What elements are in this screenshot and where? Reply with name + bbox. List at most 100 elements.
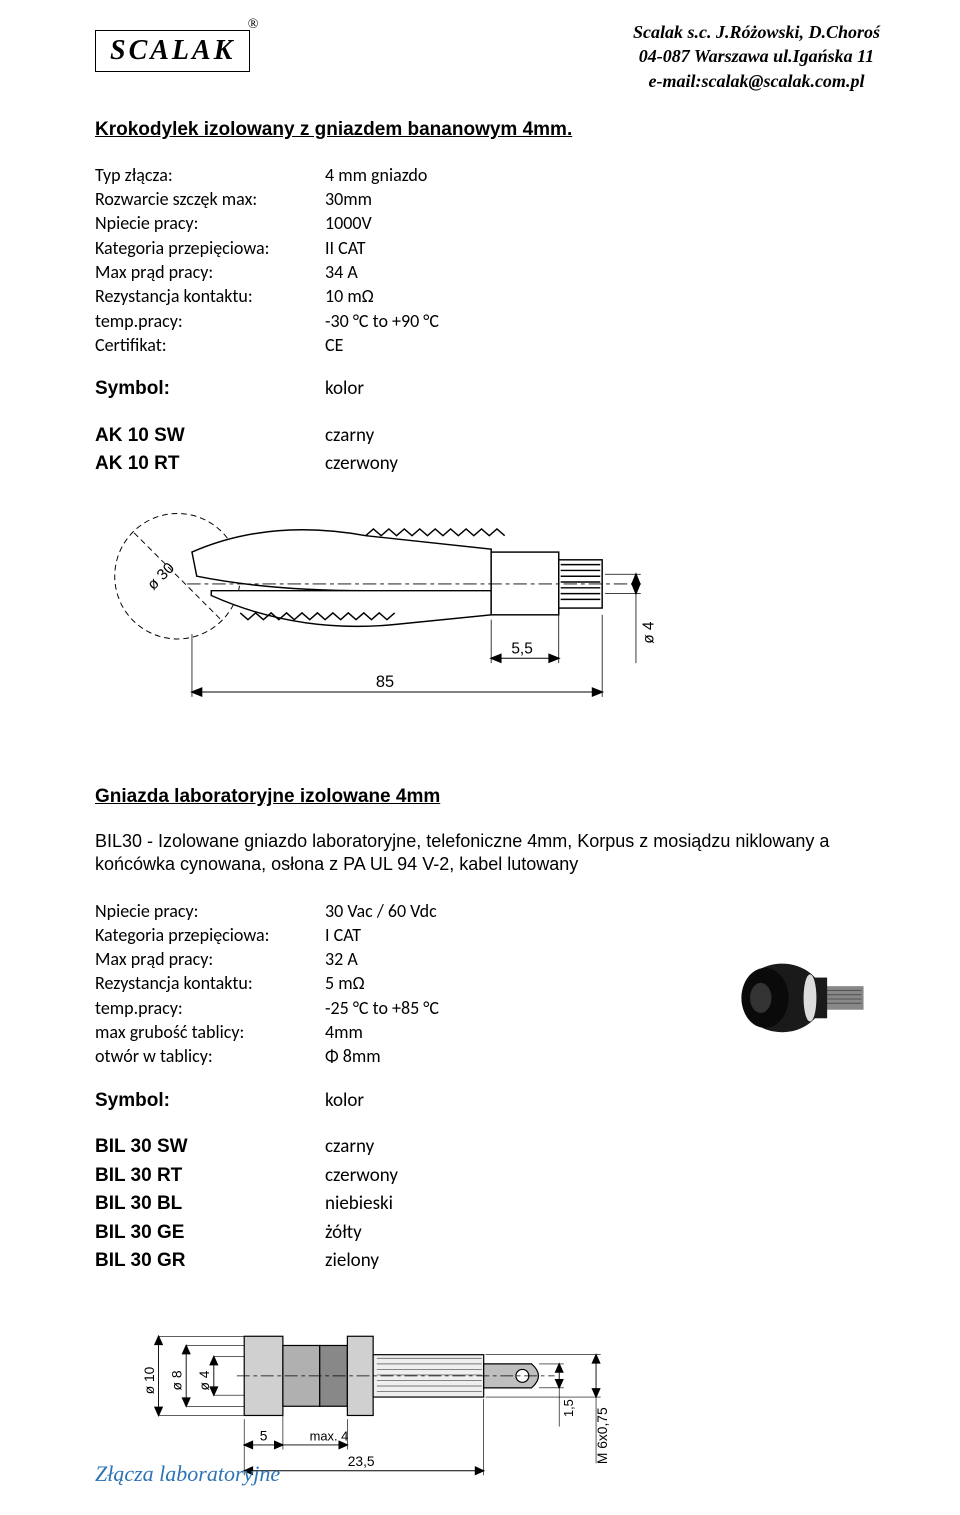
spec-value: 32 A: [325, 947, 710, 971]
symbol-code: BIL 30 SW: [95, 1133, 325, 1162]
crocodile-drawing: ø 30 85 5,5: [95, 499, 675, 721]
svg-text:1,5: 1,5: [561, 1399, 576, 1417]
registered-mark: ®: [248, 17, 262, 33]
spec-value: 34 A: [325, 260, 880, 284]
spec-row: Max prąd pracy:32 A: [95, 947, 710, 971]
spec-value: 4 mm gniazdo: [325, 163, 880, 187]
spec-label: Max prąd pracy:: [95, 260, 325, 284]
spec-value: 10 mΩ: [325, 284, 880, 308]
spec-label: Rezystancja kontaktu:: [95, 284, 325, 308]
symbol-row: BIL 30 RTczerwony: [95, 1162, 710, 1191]
spec-value: Φ 8mm: [325, 1044, 710, 1068]
spec-label: Certifikat:: [95, 333, 325, 357]
spec-row: temp.pracy:-25 °C to +85 °C: [95, 996, 710, 1020]
spec-value: 5 mΩ: [325, 971, 710, 995]
spec-row: Kategoria przepięciowa:II CAT: [95, 236, 880, 260]
symbol-col-value: kolor: [325, 375, 880, 404]
spec-label: temp.pracy:: [95, 996, 325, 1020]
spec-label: Kategoria przepięciowa:: [95, 923, 325, 947]
section2-description: BIL30 - Izolowane gniazdo laboratoryjne,…: [95, 830, 880, 877]
symbol-row: BIL 30 GRzielony: [95, 1247, 710, 1276]
symbol-code: BIL 30 BL: [95, 1190, 325, 1219]
svg-text:M 6x0,75: M 6x0,75: [594, 1407, 610, 1464]
logo-wrap: SCALAK ®: [95, 20, 250, 72]
symbol-value: czarny: [325, 422, 880, 451]
spec-label: temp.pracy:: [95, 309, 325, 333]
spec-row: Kategoria przepięciowa:I CAT: [95, 923, 710, 947]
symbol-col-value: kolor: [325, 1087, 710, 1116]
symbol-value: czarny: [325, 1133, 710, 1162]
logo: SCALAK ®: [95, 30, 250, 72]
symbol-value: czerwony: [325, 450, 880, 479]
company-name: Scalak s.c. J.Różowski, D.Choroś: [633, 20, 880, 44]
symbol-code: AK 10 RT: [95, 450, 325, 479]
spec-label: Typ złącza:: [95, 163, 325, 187]
spec-row: Npiecie pracy:30 Vac / 60 Vdc: [95, 899, 710, 923]
spec-row: Rezystancja kontaktu:5 mΩ: [95, 971, 710, 995]
symbol-value: zielony: [325, 1247, 710, 1276]
symbol-row: AK 10 RTczerwony: [95, 450, 880, 479]
section2-symbol-header: Symbol: kolor: [95, 1087, 710, 1116]
spec-label: Rozwarcie szczęk max:: [95, 187, 325, 211]
svg-text:5: 5: [260, 1427, 268, 1443]
symbol-col-label: Symbol:: [95, 375, 325, 404]
symbol-code: BIL 30 GE: [95, 1219, 325, 1248]
symbol-value: żółty: [325, 1219, 710, 1248]
company-info: Scalak s.c. J.Różowski, D.Choroś 04-087 …: [633, 20, 880, 93]
spec-value: I CAT: [325, 923, 710, 947]
svg-text:5,5: 5,5: [511, 640, 532, 657]
section2-symbol-rows: BIL 30 SWczarnyBIL 30 RTczerwonyBIL 30 B…: [95, 1133, 710, 1276]
spec-label: Kategoria przepięciowa:: [95, 236, 325, 260]
section2-title: Gniazda laboratoryjne izolowane 4mm: [95, 786, 880, 808]
symbol-row: BIL 30 GEżółty: [95, 1219, 710, 1248]
spec-row: Rezystancja kontaktu:10 mΩ: [95, 284, 880, 308]
jack-illustration: [720, 939, 870, 1057]
section1-symbol-header: Symbol: kolor: [95, 375, 880, 404]
spec-label: Max prąd pracy:: [95, 947, 325, 971]
spec-label: Npiecie pracy:: [95, 211, 325, 235]
section2-specs: Npiecie pracy:30 Vac / 60 VdcKategoria p…: [95, 899, 710, 1069]
spec-value: 30mm: [325, 187, 880, 211]
spec-value: II CAT: [325, 236, 880, 260]
svg-text:ø 8: ø 8: [169, 1370, 185, 1390]
logo-text: SCALAK: [110, 35, 235, 66]
spec-row: Max prąd pracy:34 A: [95, 260, 880, 284]
section1-title: Krokodylek izolowany z gniazdem bananowy…: [95, 119, 880, 141]
section2-body: Npiecie pracy:30 Vac / 60 VdcKategoria p…: [95, 899, 880, 1276]
symbol-code: BIL 30 RT: [95, 1162, 325, 1191]
symbol-col-label: Symbol:: [95, 1087, 325, 1116]
company-address: 04-087 Warszawa ul.Igańska 11: [633, 44, 880, 68]
spec-label: Npiecie pracy:: [95, 899, 325, 923]
svg-text:ø 4: ø 4: [196, 1370, 212, 1390]
section1-specs: Typ złącza:4 mm gniazdoRozwarcie szczęk …: [95, 163, 880, 357]
jack-photo: [720, 899, 880, 1276]
company-email: e-mail:scalak@scalak.com.pl: [633, 69, 880, 93]
svg-text:23,5: 23,5: [348, 1453, 375, 1469]
spec-row: Npiecie pracy:1000V: [95, 211, 880, 235]
spec-row: max grubość tablicy:4mm: [95, 1020, 710, 1044]
spec-value: -25 °C to +85 °C: [325, 996, 710, 1020]
svg-text:ø 10: ø 10: [141, 1366, 157, 1394]
page-header: SCALAK ® Scalak s.c. J.Różowski, D.Choro…: [95, 20, 880, 93]
page-footer: Złącza laboratoryjne: [95, 1461, 280, 1487]
svg-text:ø 30: ø 30: [144, 559, 178, 593]
spec-row: otwór w tablicy:Φ 8mm: [95, 1044, 710, 1068]
spec-value: 4mm: [325, 1020, 710, 1044]
spec-value: 1000V: [325, 211, 880, 235]
section1-symbol-rows: AK 10 SWczarnyAK 10 RTczerwony: [95, 422, 880, 479]
spec-row: Certifikat:CE: [95, 333, 880, 357]
spec-label: Rezystancja kontaktu:: [95, 971, 325, 995]
symbol-row: BIL 30 SWczarny: [95, 1133, 710, 1162]
symbol-value: niebieski: [325, 1190, 710, 1219]
symbol-row: BIL 30 BLniebieski: [95, 1190, 710, 1219]
svg-text:85: 85: [376, 673, 394, 691]
svg-text:ø 4: ø 4: [640, 621, 657, 644]
spec-label: max grubość tablicy:: [95, 1020, 325, 1044]
spec-value: 30 Vac / 60 Vdc: [325, 899, 710, 923]
symbol-code: AK 10 SW: [95, 422, 325, 451]
spec-label: otwór w tablicy:: [95, 1044, 325, 1068]
symbol-code: BIL 30 GR: [95, 1247, 325, 1276]
symbol-value: czerwony: [325, 1162, 710, 1191]
crocodile-clip-figure: ø 30 85 5,5: [95, 499, 880, 726]
spec-row: Rozwarcie szczęk max:30mm: [95, 187, 880, 211]
